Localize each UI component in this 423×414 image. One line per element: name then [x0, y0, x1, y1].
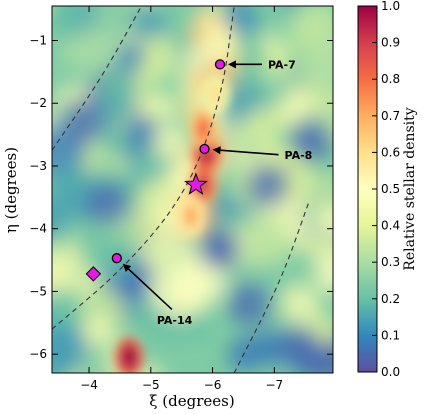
colorbar-tick-label: 0.5 — [381, 182, 400, 196]
density-cell — [100, 92, 132, 124]
density-cell — [124, 113, 159, 148]
density-cell — [281, 284, 321, 324]
density-cell — [314, 250, 333, 293]
density-cell — [91, 6, 132, 20]
void-cell — [60, 100, 105, 145]
annotation-arrows — [122, 60, 279, 311]
annotation-arrow-head — [122, 263, 132, 273]
annotation-label-pa-7: PA-7 — [268, 58, 296, 71]
void-cell — [85, 181, 130, 226]
density-field — [52, 6, 333, 373]
x-axis-ticks: −4 −5 −6 −7 — [80, 6, 283, 392]
density-cell — [81, 315, 115, 349]
marker-diamond — [85, 266, 102, 282]
density-cell — [258, 44, 291, 77]
annotation-label-pa-14: PA-14 — [157, 314, 193, 327]
colorbar: 0.0 0.1 0.2 0.3 0.4 0.5 0.6 0.7 0.8 0.9 1.0 Relati… — [357, 0, 418, 379]
x-tick-label: −7 — [265, 378, 283, 392]
colorbar-tick-label: 1.0 — [381, 0, 400, 13]
density-cell — [70, 27, 119, 77]
colorbar-ticks: 0.0 0.1 0.2 0.3 0.4 0.5 0.6 0.7 0.8 0.9 1.0 — [372, 0, 400, 379]
density-peak — [122, 345, 137, 370]
density-cell — [242, 106, 282, 146]
plot-frame — [51, 5, 334, 374]
marker-circle — [199, 143, 210, 155]
void-cell — [227, 281, 272, 326]
colorbar-tick-label: 0.1 — [381, 328, 400, 342]
density-cell — [113, 41, 147, 75]
annotation-arrow-shaft — [126, 267, 173, 311]
void-cell — [277, 325, 322, 370]
x-tick-label: −4 — [80, 378, 98, 392]
void-cell — [246, 162, 291, 207]
density-cell — [307, 26, 333, 71]
marker-circle — [111, 253, 122, 264]
density-cell — [130, 6, 167, 42]
colorbar-tick-label: 0.7 — [381, 109, 400, 123]
dashed-arc — [52, 6, 235, 330]
marker-star — [184, 172, 208, 195]
colorbar-tick-label: 0.9 — [381, 36, 400, 50]
marker-circle — [214, 59, 226, 70]
density-cell — [199, 228, 240, 268]
y-tick-label: −5 — [29, 284, 47, 298]
heatmap-plot: −4 −5 −6 −7 −1 −2 −3 −4 −5 −6 PA-7 PA-8 PA-14 ξ (d… — [2, 5, 334, 410]
density-peak — [183, 204, 198, 229]
y-tick-label: −4 — [29, 222, 47, 236]
colorbar-tick-label: 0.3 — [381, 255, 400, 269]
y-axis-title: η (degrees) — [2, 147, 20, 233]
y-tick-label: −6 — [29, 347, 47, 361]
colorbar-tick-label: 0.4 — [381, 219, 400, 233]
y-tick-label: −2 — [29, 96, 47, 110]
colorbar-tick-label: 0.0 — [381, 365, 400, 379]
density-cell — [52, 321, 89, 373]
x-axis-title: ξ (degrees) — [149, 392, 234, 410]
colorbar-tick-label: 0.2 — [381, 292, 400, 306]
colorbar-tick-label: 0.8 — [381, 72, 400, 86]
annotation-arrow-shaft — [218, 149, 279, 156]
density-peak — [196, 116, 211, 141]
stream-cell — [202, 7, 222, 26]
density-cell — [78, 141, 107, 170]
density-cell — [52, 288, 81, 322]
colorbar-title: Relative stellar density — [402, 107, 418, 270]
density-cell — [155, 125, 187, 158]
annotation-label-pa-8: PA-8 — [285, 149, 313, 162]
density-cell — [52, 6, 83, 34]
dashed-arc — [233, 203, 309, 373]
x-tick-label: −5 — [142, 378, 160, 392]
density-cell — [316, 205, 333, 236]
annotation-arrow-head — [227, 60, 236, 69]
x-tick-label: −6 — [204, 378, 222, 392]
annotation-arrow-head — [212, 146, 221, 155]
void-cell — [289, 118, 333, 163]
annotation-labels: PA-7 PA-8 PA-14 — [157, 58, 312, 327]
density-cell — [279, 90, 313, 124]
colorbar-tick-label: 0.6 — [381, 145, 400, 159]
y-tick-label: −3 — [29, 159, 47, 173]
y-axis-ticks: −1 −2 −3 −4 −5 −6 — [29, 34, 333, 361]
dashed-arcs — [52, 6, 309, 373]
density-peak — [208, 81, 223, 106]
y-tick-label: −1 — [29, 34, 47, 48]
density-cell — [238, 211, 294, 267]
stream-cell — [212, 33, 238, 59]
dashed-arc — [52, 6, 143, 151]
object-markers — [85, 59, 226, 282]
